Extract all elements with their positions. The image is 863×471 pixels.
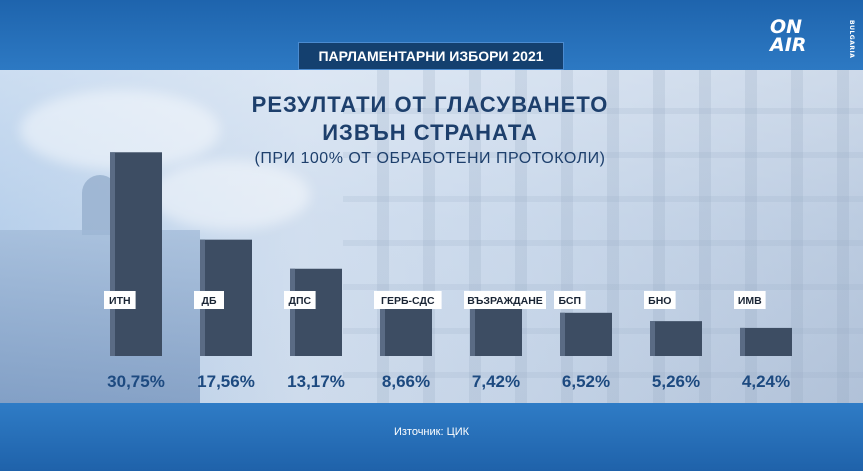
- banner-title: ПАРЛАМЕНТАРНИ ИЗБОРИ 2021: [298, 42, 564, 70]
- category-label: ВЪЗРАЖДАНЕ: [467, 295, 543, 307]
- logo-line-1: ON: [770, 16, 803, 38]
- value-label: 7,42%: [472, 372, 520, 391]
- bar-group: ГЕРБ-СДС 8,66%: [374, 291, 442, 391]
- source-text: Източник: ЦИК: [393, 426, 470, 438]
- bar: [650, 321, 702, 356]
- category-label: ДБ: [201, 295, 216, 307]
- category-label-box: [104, 291, 136, 309]
- bar: [110, 152, 162, 356]
- bar-chart: ИТН 30,75% ДБ 17,56% ДПС 13,17% ГЕРБ-СДС 8,66% В…: [104, 152, 792, 391]
- category-label-box: [734, 291, 766, 309]
- bar-highlight: [560, 312, 565, 356]
- category-label-box: [374, 291, 442, 309]
- value-label: 6,52%: [562, 372, 610, 391]
- value-label: 5,26%: [652, 372, 700, 391]
- bar-highlight: [470, 306, 475, 356]
- bottom-band: [0, 403, 863, 471]
- bar-group: ДБ 17,56%: [194, 239, 255, 391]
- chart-subtitle: (ПРИ 100% ОТ ОБРАБОТЕНИ ПРОТОКОЛИ): [254, 150, 606, 167]
- bar: [740, 327, 792, 356]
- category-label-box: [554, 291, 586, 309]
- bar-group: ИМВ 4,24%: [734, 291, 792, 391]
- bar-highlight: [650, 321, 655, 356]
- bar: [470, 306, 522, 356]
- bar-group: ДПС 13,17%: [284, 268, 345, 391]
- chart-title-line-2: ИЗВЪН СТРАНАТА: [322, 120, 538, 145]
- logo-sub: BULGARIA: [848, 20, 855, 59]
- bar-highlight: [740, 327, 745, 356]
- bar-highlight: [380, 298, 385, 356]
- value-label: 13,17%: [287, 372, 345, 391]
- bar-group: БСП 6,52%: [554, 291, 612, 391]
- bar-group: ВЪЗРАЖДАНЕ 7,42%: [464, 291, 546, 391]
- category-label: ИТН: [109, 295, 131, 307]
- category-label: ИМВ: [738, 295, 762, 307]
- left-building: [0, 230, 200, 403]
- bar-group: ИТН 30,75%: [104, 152, 165, 391]
- category-label-box: [464, 291, 546, 309]
- chart-title: РЕЗУЛТАТИ ОТ ГЛАСУВАНЕТО: [251, 92, 609, 117]
- category-label-box: [644, 291, 676, 309]
- bar: [290, 268, 342, 356]
- category-label: ГЕРБ-СДС: [381, 295, 435, 307]
- logo-line-2: AIR: [770, 34, 807, 56]
- channel-logo: ON AIR BULGARIA: [770, 16, 855, 59]
- value-label: 17,56%: [197, 372, 255, 391]
- value-label: 30,75%: [107, 372, 165, 391]
- bar: [560, 312, 612, 356]
- category-label: БНО: [648, 295, 671, 307]
- bar-highlight: [290, 268, 295, 356]
- value-label: 8,66%: [382, 372, 430, 391]
- cloud: [150, 160, 310, 230]
- bar-highlight: [110, 152, 115, 356]
- category-label: ДПС: [288, 295, 311, 307]
- category-label-box: [284, 291, 316, 309]
- bar-group: БНО 5,26%: [644, 291, 702, 391]
- value-label: 4,24%: [742, 372, 790, 391]
- category-label-box: [194, 291, 224, 309]
- category-label: БСП: [559, 295, 582, 307]
